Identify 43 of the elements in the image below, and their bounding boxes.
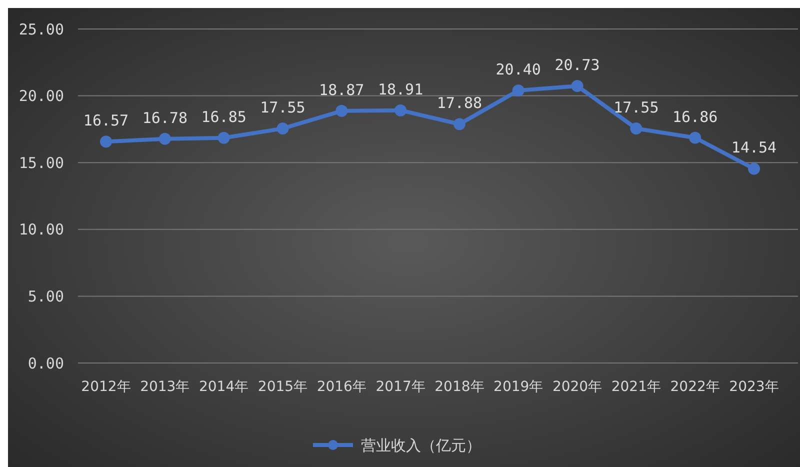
data-label: 17.55: [260, 98, 306, 117]
data-label: 20.73: [554, 56, 600, 74]
y-tick-label: 25.00: [18, 20, 64, 38]
point: [336, 104, 348, 117]
x-tick-label: 2022年: [670, 379, 720, 395]
x-tick-label: 2017年: [376, 379, 426, 395]
point: [689, 132, 702, 144]
x-tick-label: 2020年: [552, 379, 602, 395]
x-tick-label: 2012年: [81, 379, 131, 395]
x-tick-label: 2018年: [434, 379, 484, 395]
data-label: 17.55: [614, 98, 659, 117]
point: [571, 80, 584, 92]
y-tick-label: 0.00: [28, 354, 64, 372]
legend-label: 营业收入（亿元）: [361, 436, 481, 454]
point: [748, 162, 760, 175]
data-label: 20.40: [496, 60, 541, 78]
x-tick-label: 2014年: [199, 379, 249, 395]
point: [276, 122, 289, 135]
data-label: 16.86: [672, 108, 718, 126]
data-label: 17.88: [436, 94, 482, 112]
data-label: 18.87: [319, 80, 364, 99]
data-label: 16.85: [201, 108, 246, 126]
x-tick-label: 2021年: [611, 379, 661, 395]
x-tick-label: 2016年: [316, 379, 366, 395]
x-tick-label: 2019年: [494, 379, 544, 395]
x-tick-label: 2013年: [140, 379, 190, 395]
y-tick-label: 20.00: [18, 87, 64, 106]
point: [512, 84, 524, 96]
point: [453, 118, 466, 130]
point: [158, 132, 171, 145]
point: [218, 132, 230, 144]
point: [630, 122, 642, 135]
data-label: 14.54: [731, 138, 777, 157]
y-tick-label: 15.00: [18, 154, 64, 172]
data-label: 16.57: [83, 112, 129, 130]
point: [100, 136, 112, 148]
x-tick-label: 2015年: [258, 379, 308, 395]
data-label: 18.91: [378, 80, 424, 98]
data-label: 16.78: [142, 108, 188, 127]
y-tick-label: 5.00: [28, 287, 64, 306]
x-tick-label: 2023年: [729, 379, 779, 395]
point: [394, 104, 407, 116]
y-tick-label: 10.00: [18, 220, 64, 239]
